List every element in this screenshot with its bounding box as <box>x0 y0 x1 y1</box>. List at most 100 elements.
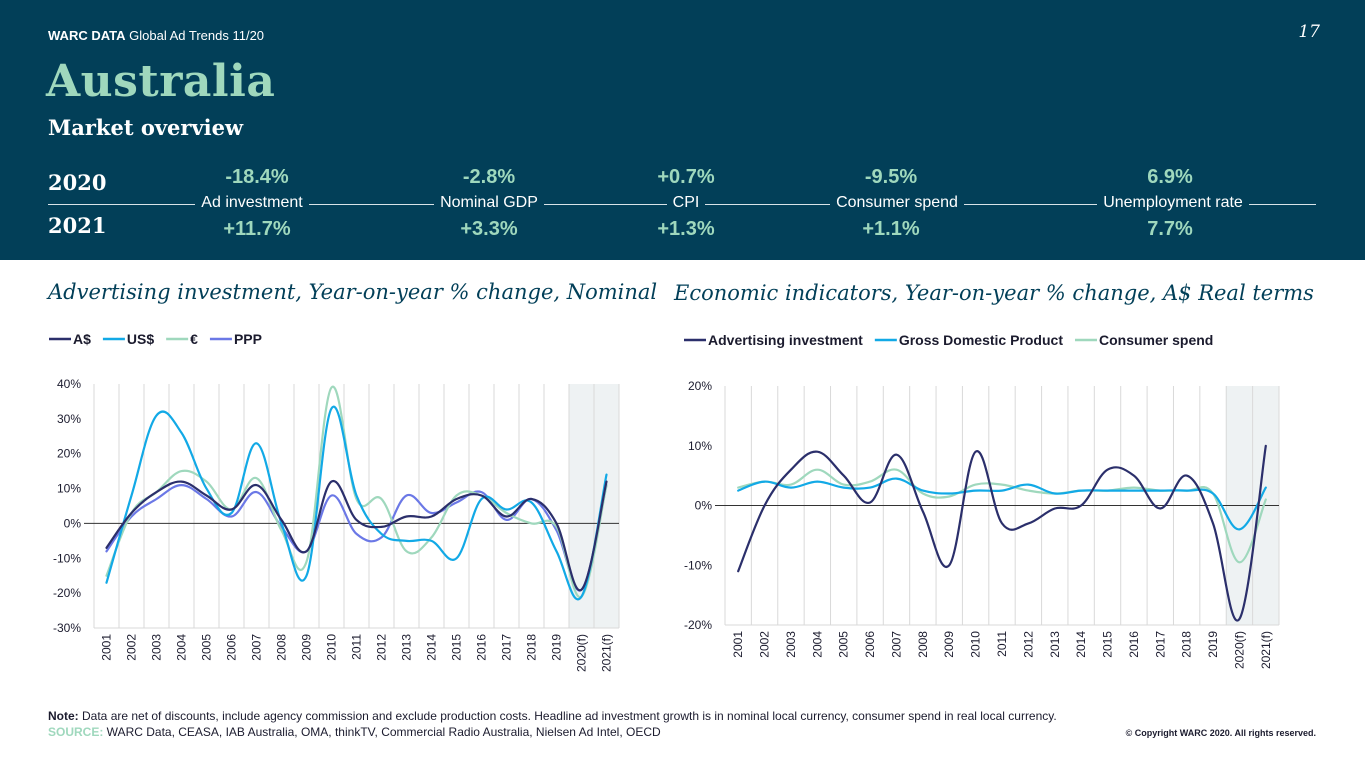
chart2-x-tick-label: 2008 <box>916 631 930 658</box>
kpi-cpi-2020: +0.7% <box>657 166 715 188</box>
kpi-consumer-2021: +1.1% <box>862 218 920 240</box>
chart2-x-tick-label: 2021(f) <box>1259 631 1273 669</box>
chart1-x-tick-label: 2011 <box>350 634 364 660</box>
chart1-series-line-2 <box>105 405 608 601</box>
kpi-ad-2020: -18.4% <box>225 166 289 188</box>
kpi-consumer-2020: -9.5% <box>864 166 918 188</box>
chart1-y-tick-label: 40% <box>57 377 81 391</box>
chart2-x-tick-label: 2013 <box>1048 631 1062 658</box>
brand-name: WARC DATA <box>48 28 126 43</box>
chart1-y-tick-label: 10% <box>57 482 81 496</box>
chart1-legend-label: PPP <box>234 331 262 347</box>
chart2-x-tick-label: 2004 <box>810 631 824 658</box>
chart1-y-tick-label: -10% <box>53 551 81 565</box>
chart2-x-tick-label: 2017 <box>1153 631 1167 658</box>
chart1-y-tick-label: 30% <box>57 412 81 426</box>
source-label: SOURCE: <box>48 725 104 739</box>
chart1-x-tick-label: 2010 <box>325 634 339 661</box>
chart1-y-tick-label: -20% <box>53 586 81 600</box>
chart1-y-tick-label: 0% <box>64 516 82 530</box>
source-text: WARC Data, CEASA, IAB Australia, OMA, th… <box>103 725 661 739</box>
chart1-title: Advertising investment, Year-on-year % c… <box>48 280 658 304</box>
chart2-y-tick-label: 20% <box>688 379 712 393</box>
kpi-ad-2021: +11.7% <box>223 218 291 240</box>
chart1-x-tick-label: 2012 <box>375 634 389 661</box>
chart1-x-tick-label: 2019 <box>550 634 564 661</box>
chart1-y-tick-label: -30% <box>53 621 81 635</box>
chart1-x-tick-label: 2008 <box>275 634 289 661</box>
page-number: 17 <box>1298 22 1320 42</box>
chart2-x-tick-label: 2007 <box>889 631 903 658</box>
chart1-x-tick-label: 2020(f) <box>575 634 589 672</box>
chart1-x-tick-label: 2001 <box>100 634 114 661</box>
kpi-gdp-2020: -2.8% <box>462 166 516 188</box>
chart2-y-tick-label: 0% <box>695 499 713 513</box>
kpi-gdp-2021: +3.3% <box>460 218 518 240</box>
chart2-legend-label: Advertising investment <box>708 332 863 348</box>
chart2-title: Economic indicators, Year-on-year % chan… <box>674 281 1314 305</box>
chart1-legend-label: US$ <box>127 331 154 347</box>
chart1-x-tick-label: 2002 <box>125 634 139 661</box>
chart1-x-tick-label: 2021(f) <box>600 634 614 672</box>
chart1-legend-label: € <box>190 331 198 347</box>
chart1-x-tick-label: 2013 <box>400 634 414 661</box>
chart1-x-tick-label: 2007 <box>250 634 264 661</box>
year-2021-label: 2021 <box>48 213 107 238</box>
kpi-gdp-label: Nominal GDP <box>389 194 589 212</box>
kpi-consumer-label: Consumer spend <box>797 194 997 212</box>
chart2-x-tick-label: 2002 <box>758 631 772 658</box>
chart2-x-tick-label: 2003 <box>784 631 798 658</box>
chart2-y-tick-label: -20% <box>684 618 712 632</box>
chart2-x-tick-label: 2006 <box>863 631 877 658</box>
chart1-x-tick-label: 2003 <box>150 634 164 661</box>
chart2-x-tick-label: 2001 <box>731 631 745 658</box>
note-text: Data are net of discounts, include agenc… <box>78 709 1057 723</box>
page-subtitle: Market overview <box>48 115 244 140</box>
chart2-y-tick-label: -10% <box>684 558 712 572</box>
chart2-legend-label: Consumer spend <box>1099 332 1213 348</box>
brand-report: Global Ad Trends 11/20 <box>125 28 265 43</box>
chart2-x-tick-label: 2018 <box>1180 631 1194 658</box>
footnote: Note: Data are net of discounts, include… <box>48 709 1057 723</box>
source-line: SOURCE: WARC Data, CEASA, IAB Australia,… <box>48 725 661 739</box>
chart1-series-line-1 <box>105 480 608 592</box>
chart1-x-tick-label: 2009 <box>300 634 314 661</box>
chart2-x-tick-label: 2015 <box>1101 631 1115 658</box>
chart2-x-tick-label: 2009 <box>942 631 956 658</box>
chart1-x-tick-label: 2015 <box>450 634 464 661</box>
kpi-unemployment-2021: 7.7% <box>1147 218 1193 240</box>
chart1-x-tick-label: 2014 <box>425 634 439 661</box>
chart1-x-tick-label: 2017 <box>500 634 514 661</box>
kpi-cpi-2021: +1.3% <box>657 218 715 240</box>
header-band: WARC DATA Global Ad Trends 11/20 17 Aust… <box>0 0 1365 260</box>
chart2-x-tick-label: 2011 <box>995 631 1009 657</box>
kpi-ad-label: Ad investment <box>152 194 352 212</box>
chart2-series-line-2 <box>737 477 1267 531</box>
chart2-x-tick-label: 2005 <box>837 631 851 658</box>
note-label: Note: <box>48 709 79 723</box>
kpi-unemployment-label: Unemployment rate <box>1073 194 1273 212</box>
chart1-y-tick-label: 20% <box>57 447 81 461</box>
kpi-cpi-label: CPI <box>586 194 786 212</box>
chart1-legend-label: A$ <box>73 331 91 347</box>
year-2020-label: 2020 <box>48 170 107 195</box>
ad-investment-chart: 40% 30% 20% 10% 0% -10% -20% -30% 2001 2002 2003 20… <box>49 331 620 672</box>
copyright: © Copyright WARC 2020. All rights reserv… <box>1125 728 1316 738</box>
chart1-x-tick-label: 2004 <box>175 634 189 661</box>
chart2-y-tick-label: 10% <box>688 439 712 453</box>
chart2-x-tick-label: 2019 <box>1206 631 1220 658</box>
chart1-x-tick-label: 2005 <box>200 634 214 661</box>
brand-line: WARC DATA Global Ad Trends 11/20 <box>48 28 264 43</box>
chart2-series-line-1 <box>737 444 1267 622</box>
page-title: Australia <box>46 56 276 107</box>
economic-indicators-chart: 20% 10% 0% -10% -20% 2001 2002 2003 2004 2005 2006… <box>684 332 1280 669</box>
chart2-x-tick-label: 2020(f) <box>1232 631 1246 669</box>
chart2-x-tick-label: 2010 <box>969 631 983 658</box>
chart2-x-tick-label: 2012 <box>1021 631 1035 658</box>
chart1-series-line-3 <box>105 385 608 598</box>
chart2-x-tick-label: 2014 <box>1074 631 1088 658</box>
chart2-series-line-3 <box>737 468 1267 564</box>
kpi-unemployment-2020: 6.9% <box>1147 166 1193 188</box>
chart2-x-tick-label: 2016 <box>1127 631 1141 658</box>
chart1-x-tick-label: 2016 <box>475 634 489 661</box>
